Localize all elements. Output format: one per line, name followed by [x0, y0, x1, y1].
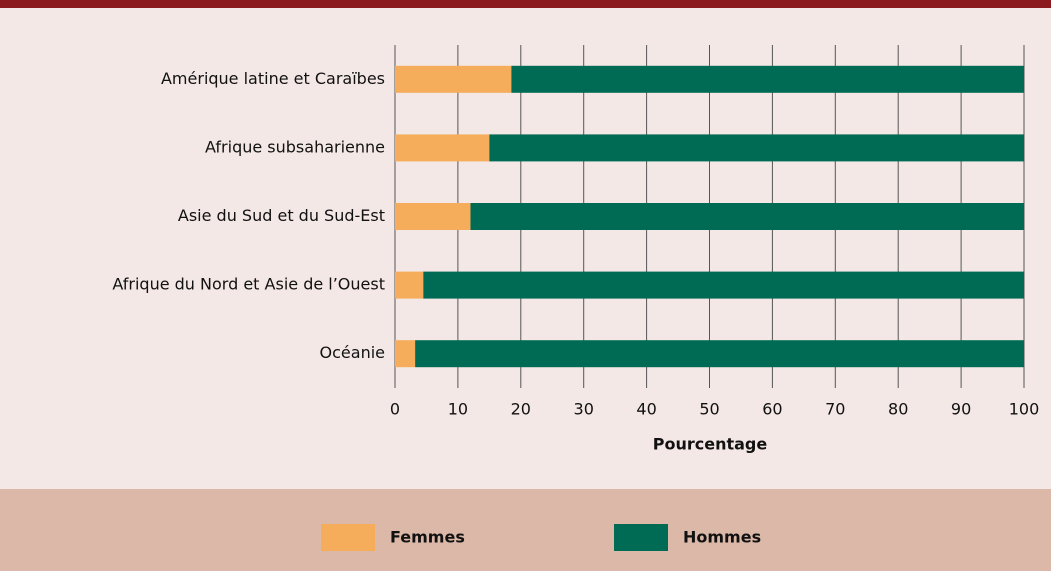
x-tick-label: 60 — [762, 400, 782, 419]
bar-segment — [489, 134, 1025, 162]
bar-segment — [395, 203, 471, 230]
x-tick-label: 50 — [699, 400, 719, 419]
y-tick-label: Asie du Sud et du Sud-Est — [178, 206, 385, 225]
legend-band — [0, 489, 1051, 571]
bar-segment — [423, 271, 1024, 299]
bar-segment — [470, 203, 1025, 230]
legend-swatch — [321, 524, 375, 551]
bar-segment — [395, 134, 490, 162]
x-tick-label: 30 — [574, 400, 594, 419]
y-tick-label: Afrique subsaharienne — [205, 137, 385, 156]
x-tick-label: 100 — [1009, 400, 1040, 419]
x-tick-label: 40 — [636, 400, 656, 419]
bar-segment — [395, 65, 512, 93]
x-tick-label: 10 — [448, 400, 468, 419]
y-tick-label: Afrique du Nord et Asie de l’Ouest — [112, 275, 385, 294]
legend-label: Hommes — [683, 528, 761, 547]
y-tick-label: Amérique latine et Caraïbes — [161, 69, 385, 88]
bar-segment — [511, 65, 1024, 93]
legend-label: Femmes — [390, 528, 465, 547]
legend-swatch — [614, 524, 668, 551]
x-tick-label: 0 — [390, 400, 400, 419]
x-tick-label: 80 — [888, 400, 908, 419]
bar-segment — [395, 340, 416, 368]
bar-segment — [395, 271, 424, 299]
x-axis-label: Pourcentage — [653, 435, 768, 454]
x-tick-label: 70 — [825, 400, 845, 419]
x-tick-label: 20 — [511, 400, 531, 419]
x-tick-label: 90 — [951, 400, 971, 419]
bar-segment — [415, 340, 1024, 368]
top-band — [0, 0, 1051, 8]
y-tick-label: Océanie — [320, 343, 385, 362]
